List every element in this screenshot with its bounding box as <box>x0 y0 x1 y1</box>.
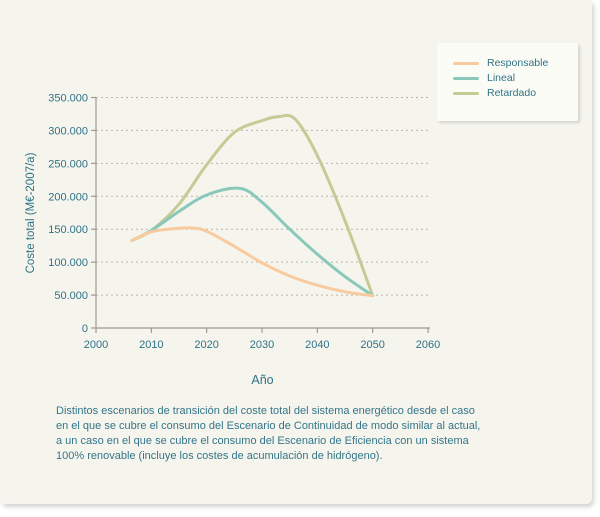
legend-item-responsable: Responsable <box>437 56 578 71</box>
chart-card: 0 50.000 100.000 150.000 200.000 250.000 300.0… <box>0 0 592 504</box>
y-axis-title: Coste total (M€-2007/a) <box>25 152 37 274</box>
legend-swatch-lineal <box>453 77 479 80</box>
series-line-responsable <box>130 226 375 298</box>
series-line-retardado <box>130 113 375 298</box>
y-tick-label: 350.000 <box>48 93 88 105</box>
y-tick-label: 150.000 <box>48 224 88 236</box>
x-tick-label: 2030 <box>250 339 274 351</box>
x-tick-label: 2020 <box>194 339 218 351</box>
legend: Responsable Lineal Retardado <box>437 43 578 121</box>
y-tick-label: 200.000 <box>48 191 88 203</box>
caption: Distintos escenarios de transición del c… <box>56 404 561 464</box>
y-tick-label: 100.000 <box>48 257 88 269</box>
x-tick-label: 2040 <box>305 339 329 351</box>
legend-label-retardado: Retardado <box>487 87 537 99</box>
caption-line: 100% renovable (incluye los costes de ac… <box>56 450 383 462</box>
y-tick-label: 250.000 <box>48 158 88 170</box>
x-tick-label: 2010 <box>139 339 163 351</box>
caption-line: en el que se cubre el consumo del Escena… <box>56 420 481 432</box>
x-tick-label: 2050 <box>360 339 384 351</box>
legend-swatch-responsable <box>453 62 479 65</box>
legend-item-lineal: Lineal <box>437 71 578 86</box>
x-tick-label: 2000 <box>84 339 108 351</box>
x-axis-title: Año <box>251 373 274 387</box>
y-tick-label: 0 <box>82 323 88 335</box>
caption-line: Distintos escenarios de transición del c… <box>56 405 475 417</box>
caption-line: a un caso en el que se cubre el consumo … <box>56 435 469 447</box>
series-line-lineal <box>130 186 375 298</box>
line-chart: 0 50.000 100.000 150.000 200.000 250.000 300.0… <box>48 93 440 352</box>
y-tick-label: 300.000 <box>48 125 88 137</box>
legend-label-lineal: Lineal <box>487 72 516 84</box>
legend-swatch-retardado <box>453 92 479 95</box>
legend-label-responsable: Responsable <box>487 57 549 69</box>
legend-item-retardado: Retardado <box>437 86 578 101</box>
y-tick-label: 50.000 <box>54 290 88 302</box>
x-tick-label: 2060 <box>416 339 440 351</box>
